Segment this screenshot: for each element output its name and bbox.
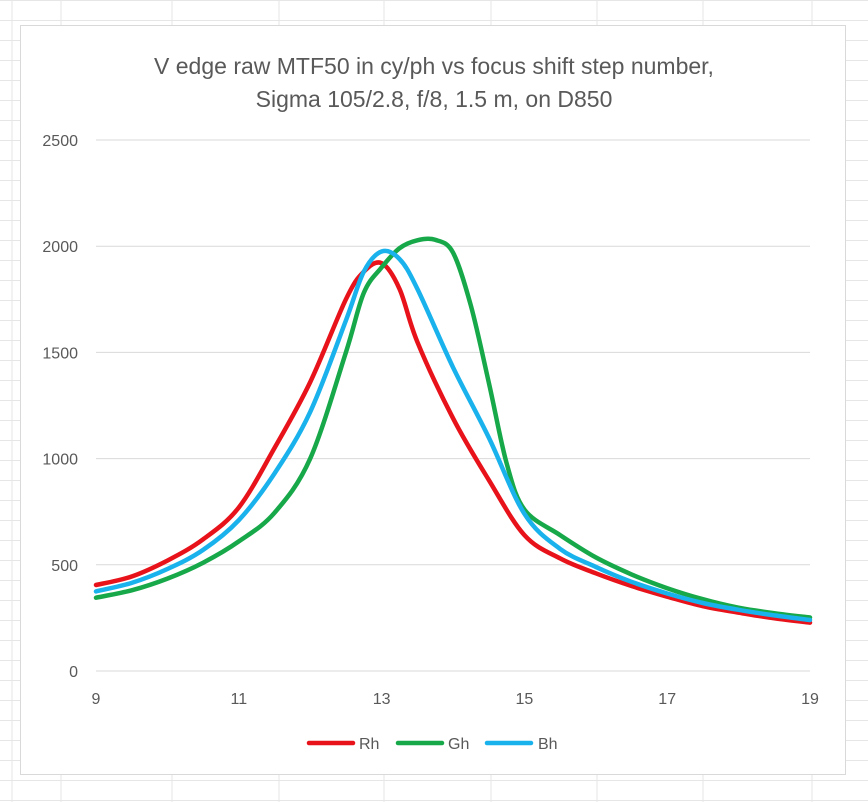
- chart-area[interactable]: V edge raw MTF50 in cy/ph vs focus shift…: [20, 25, 846, 775]
- series-line-bh: [93, 248, 813, 623]
- chart-title-line-1: V edge raw MTF50 in cy/ph vs focus shift…: [154, 53, 714, 79]
- series-line-rh: [93, 260, 813, 625]
- y-tick-label: 2500: [42, 133, 78, 150]
- x-tick-label: 17: [658, 691, 676, 708]
- x-tick-label: 15: [516, 691, 534, 708]
- chart-legend[interactable]: Rh Gh Bh: [306, 736, 558, 753]
- x-tick-label: 13: [373, 691, 391, 708]
- legend-label: Gh: [448, 736, 469, 753]
- y-tick-label: 1500: [42, 345, 78, 362]
- x-axis-tick-labels: 9 11 13 15 17 19: [92, 691, 819, 708]
- y-tick-label: 1000: [42, 452, 78, 469]
- legend-item-rh[interactable]: Rh: [306, 736, 379, 753]
- x-tick-label: 11: [230, 691, 247, 708]
- series-layer: [93, 236, 813, 625]
- y-tick-label: 2000: [42, 239, 78, 256]
- y-axis-tick-labels: 0 500 1000 1500 2000 2500: [42, 133, 78, 681]
- y-tick-label: 0: [69, 664, 78, 681]
- x-tick-label: 9: [92, 691, 101, 708]
- legend-label: Bh: [538, 736, 558, 753]
- legend-item-bh[interactable]: Bh: [484, 736, 558, 753]
- chart-svg: V edge raw MTF50 in cy/ph vs focus shift…: [42, 53, 819, 753]
- x-tick-label: 19: [801, 691, 819, 708]
- legend-item-gh[interactable]: Gh: [395, 736, 469, 753]
- horizontal-gridlines: [96, 139, 810, 566]
- series-line-gh: [93, 236, 813, 620]
- legend-label: Rh: [359, 736, 379, 753]
- y-tick-label: 500: [51, 558, 78, 575]
- chart-title-line-2: Sigma 105/2.8, f/8, 1.5 m, on D850: [256, 86, 613, 112]
